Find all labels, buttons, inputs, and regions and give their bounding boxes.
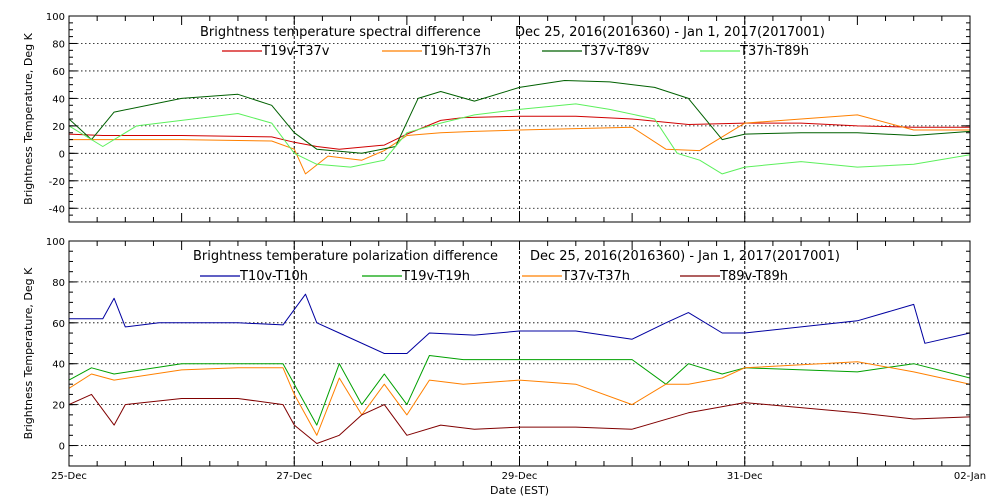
series-line-T37v-T89v [69, 80, 970, 154]
legend-label: T37v-T37h [561, 269, 630, 284]
legend-label: T19h-T37h [421, 44, 491, 59]
legend-label: T37h-T89h [739, 44, 809, 59]
x-tick-label: 31-Dec [727, 471, 763, 482]
chart-title: Brightness temperature spectral differen… [200, 25, 481, 40]
series-line-T37v-T37h [69, 361, 970, 436]
chart-panel-2: 0 20 40 60 80 100 25-Dec 27-Dec 29-Dec 31-Dec 02-J… [22, 237, 986, 497]
y-tick-label: 60 [52, 319, 65, 330]
chart-panel-1: -40 -20 0 20 40 60 80 100 Brightness Temperature… [22, 12, 971, 223]
chart-title: Brightness temperature polarization diff… [193, 249, 498, 264]
chart-date-range: Dec 25, 2016(2016360) - Jan 1, 2017(2017… [515, 25, 825, 40]
y-axis-label: Brightness Temperature, Deg K [22, 267, 35, 439]
y-tick-label: 100 [46, 12, 65, 23]
legend-label: T89v-T89h [719, 269, 788, 284]
series-line-T19v-T19h [69, 355, 970, 426]
x-tick-label: 29-Dec [502, 471, 538, 482]
legend-label: T37v-T89v [581, 44, 650, 59]
x-tick-label: 27-Dec [276, 471, 312, 482]
series-line-T19h-T37h [69, 114, 970, 175]
y-tick-label: 20 [52, 122, 65, 133]
series-line-T10v-T10h [69, 293, 970, 354]
y-tick-label: 40 [52, 94, 65, 105]
series-line-T89v-T89h [69, 393, 970, 444]
y-tick-label: 80 [52, 278, 65, 289]
y-tick-label: 0 [59, 149, 65, 160]
x-tick-label: 25-Dec [51, 471, 87, 482]
y-tick-label: -40 [49, 204, 65, 215]
y-tick-label: 60 [52, 67, 65, 78]
chart-date-range: Dec 25, 2016(2016360) - Jan 1, 2017(2017… [530, 249, 840, 264]
legend-label: T19v-T37v [261, 44, 330, 59]
series-line-T37h-T89h [69, 103, 970, 175]
y-tick-label: 100 [46, 237, 65, 248]
y-tick-label: 40 [52, 360, 65, 371]
y-tick-label: 80 [52, 39, 65, 50]
x-tick-label: 02-Jan [954, 471, 986, 482]
series-line-T19v-T37v [69, 115, 970, 150]
y-tick-label: 0 [59, 442, 65, 453]
y-axis-label: Brightness Temperature, Deg K [22, 32, 35, 204]
legend-label: T10v-T10h [239, 269, 308, 284]
legend-label: T19v-T19h [401, 269, 470, 284]
y-tick-label: -20 [49, 177, 65, 188]
x-axis-label: Date (EST) [490, 484, 549, 497]
y-tick-label: 20 [52, 401, 65, 412]
